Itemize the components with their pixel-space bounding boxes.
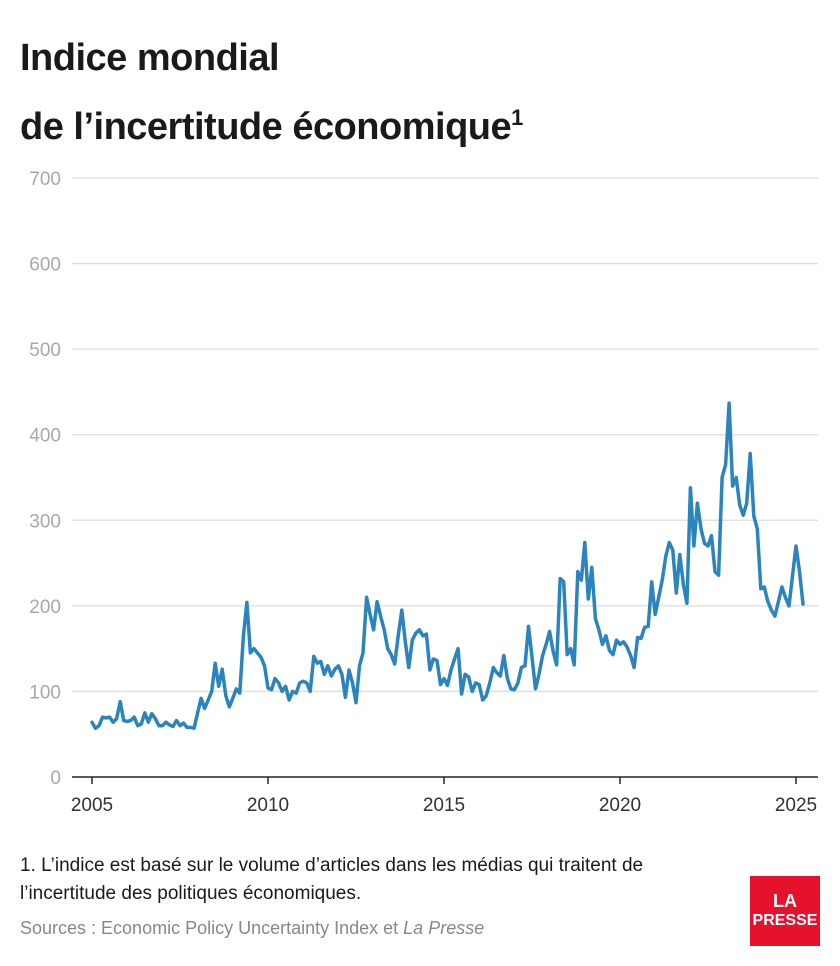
y-axis-ticks: 0 100 200 300 400 500 600 700	[29, 169, 61, 789]
footnote: 1. L’indice est basé sur le volume d’art…	[20, 855, 644, 904]
x-tick-label: 2020	[599, 795, 641, 816]
x-tick-label: 2010	[247, 795, 289, 816]
chart-title-line1: Indice mondial	[20, 37, 280, 79]
logo-line2: PRESSE	[752, 912, 818, 929]
chart-title: Indice mondial de l’incertitude économiq…	[20, 28, 523, 157]
y-tick-label: 100	[29, 682, 61, 703]
series-line	[90, 401, 805, 730]
sources-prefix: Sources : Economic Policy Uncertainty In…	[20, 918, 404, 938]
y-tick-label: 400	[29, 426, 61, 447]
y-tick-label: 700	[29, 169, 61, 190]
sources-note: Sources : Economic Policy Uncertainty In…	[20, 918, 484, 939]
logo-line1: LA	[773, 891, 797, 911]
y-tick-label: 0	[50, 768, 61, 789]
gridlines	[72, 177, 818, 693]
la-presse-logo: LA PRESSE	[750, 876, 820, 946]
x-axis-ticks: 2005 2010 2015 2020 2025	[71, 777, 817, 816]
y-tick-label: 600	[29, 255, 61, 276]
title-footnote-marker: 1	[511, 105, 523, 130]
chart-title-line2: de l’incertitude économique1	[20, 105, 523, 148]
x-tick-label: 2005	[71, 795, 113, 816]
y-tick-label: 500	[29, 340, 61, 361]
y-tick-label: 300	[29, 511, 61, 532]
y-tick-label: 200	[29, 597, 61, 618]
x-tick-label: 2025	[775, 795, 817, 816]
x-tick-label: 2015	[423, 795, 465, 816]
sources-italic: La Presse	[403, 918, 485, 938]
